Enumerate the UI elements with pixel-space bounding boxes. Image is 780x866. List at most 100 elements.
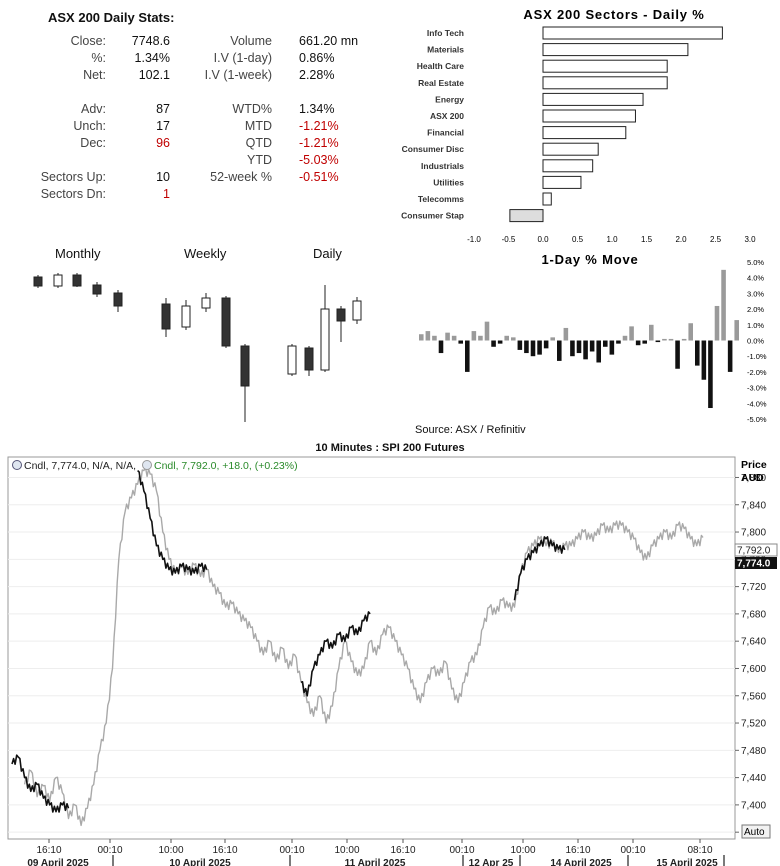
stat-label: Unch: [73,119,106,133]
sectors-chart-title: ASX 200 Sectors - Daily % [523,7,704,22]
x-date-label: 11 April 2025 [345,858,406,866]
candle [240,345,250,387]
x-tick-label: 00:10 [97,845,122,856]
move-bar [445,332,450,341]
x-tick-label: 16:10 [36,845,61,856]
candle [304,347,314,371]
sector-bar [542,159,594,173]
one-day-move-chart: 1-Day % Move 5.0% 4.0% 3.0% 2.0% 1.0% 0.0% -1.… [419,252,767,424]
move-bar [642,340,647,344]
candle [72,274,82,287]
sector-bar [542,142,599,156]
x-date-label: 10 April 2025 [169,858,231,866]
sector-label: Materials [427,45,464,55]
daily-label: Daily [313,246,342,261]
y-tick-label: 7,600 [741,664,766,675]
candle [221,297,231,347]
candle [201,297,211,309]
stat-value: 0.86% [299,51,335,65]
y-tick-label: -5.0% [747,415,767,424]
y-tick-label: 7,400 [741,800,766,811]
x-tick-label: 2.5 [710,235,722,244]
y-tick-label: 7,880 [741,473,766,484]
auto-scale-button[interactable] [741,824,771,839]
move-bar [511,337,516,341]
move-bar [635,340,641,346]
y-tick-label: 7,520 [741,719,766,730]
stat-value: 96 [156,136,170,150]
candle [33,276,43,287]
y-tick-label: 7,560 [741,691,766,702]
move-bar [550,337,555,341]
move-bar [563,327,569,341]
move-bar [629,326,634,341]
move-bar [662,338,667,341]
move-bar [491,340,496,347]
x-tick-label: -1.0 [467,235,481,244]
stat-label: Sectors Dn: [40,187,106,201]
move-bar [721,269,726,341]
move-bar [583,340,588,360]
weekly-candles [161,293,250,422]
stat-value: 1 [163,187,170,201]
stat-value: -1.21% [299,136,339,150]
stat-label: I.V (1-day) [213,51,272,65]
stat-value: 2.28% [299,68,335,82]
sector-label: Financial [427,128,464,138]
x-tick-label: 00:10 [279,845,304,856]
sector-label: Health Care [417,61,465,71]
last-price-black: 7,774.0 [737,559,771,570]
stat-value: -1.21% [299,119,339,133]
y-tick-label: -3.0% [747,384,767,393]
y-tick-label: 0.0% [747,337,764,346]
x-tick-label: 00:10 [449,845,474,856]
move-bar [517,340,523,350]
move-bar [557,340,562,361]
x-tick-label: 10:00 [158,845,183,856]
stat-label: Sectors Up: [40,170,106,184]
move-bar [458,340,463,344]
x-tick-label: 16:10 [390,845,415,856]
plot-area [7,456,736,840]
move-bar [576,340,582,354]
move-bar [497,340,503,344]
move-bar [484,321,490,341]
move-bar [603,340,608,347]
stat-value: 7748.6 [131,34,170,48]
stat-value: 17 [156,119,170,133]
stat-value: 1.34% [134,51,170,65]
sector-label: Industrials [421,161,464,171]
stat-label: 52-week % [210,170,272,184]
stat-label: Close: [70,34,106,48]
x-tick-label: 08:10 [687,845,712,856]
move-bar [734,320,739,341]
stat-value: 87 [156,102,170,116]
sector-bar [542,109,636,123]
move-bar [622,335,628,341]
y-tick-label: -1.0% [747,352,767,361]
stat-value: -0.51% [299,170,339,184]
daily-candles [287,285,362,376]
move-bar [537,340,542,355]
move-bar [589,340,595,352]
sector-label: Consumer Disc [402,144,465,154]
spi-series-gray [23,466,704,827]
stat-label: WTD% [232,102,272,116]
move-bar [465,340,470,372]
spi-futures-chart[interactable]: 7,8807,8407,8007,7607,7207,6807,6407,600… [0,455,780,866]
monthly-label: Monthly [55,246,101,261]
y-tick-label: 2.0% [747,305,764,314]
y-tick-label: 7,840 [741,500,766,511]
stat-value: 10 [156,170,170,184]
stat-value: 1.34% [299,102,335,116]
candle [92,284,102,295]
y-tick-label: 5.0% [747,258,764,267]
move-bar [649,324,654,341]
move-bar [438,340,444,354]
x-tick-label: 10:00 [510,845,535,856]
sector-bar [542,76,668,90]
move-bar [451,335,457,341]
x-tick-label: 2.0 [675,235,687,244]
x-tick-label: 3.0 [744,235,756,244]
x-tick-label: 0.0 [537,235,549,244]
